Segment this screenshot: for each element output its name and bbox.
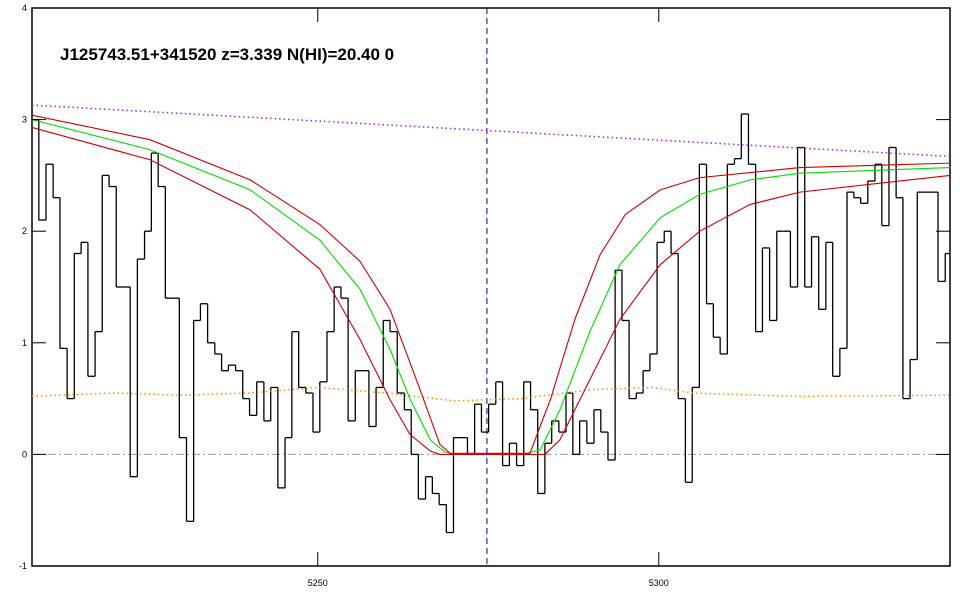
y-tick-label: 0 bbox=[22, 449, 27, 459]
y-tick-label: -1 bbox=[19, 561, 27, 571]
x-tick-label: 5250 bbox=[308, 578, 328, 588]
plot-area bbox=[32, 8, 950, 566]
y-tick-label: 4 bbox=[22, 3, 27, 13]
y-tick-label: 1 bbox=[22, 338, 27, 348]
model-line bbox=[32, 104, 950, 158]
model-line bbox=[32, 386, 950, 402]
y-tick-label: 3 bbox=[22, 115, 27, 125]
x-tick-label: 5300 bbox=[649, 578, 669, 588]
annotation: J125743.51+341520 z=3.339 N(HI)=20.40 0 bbox=[60, 45, 394, 64]
model-line bbox=[32, 126, 950, 455]
y-tick-label: 2 bbox=[22, 226, 27, 236]
model-line bbox=[32, 114, 950, 454]
plot-frame bbox=[31, 7, 951, 567]
